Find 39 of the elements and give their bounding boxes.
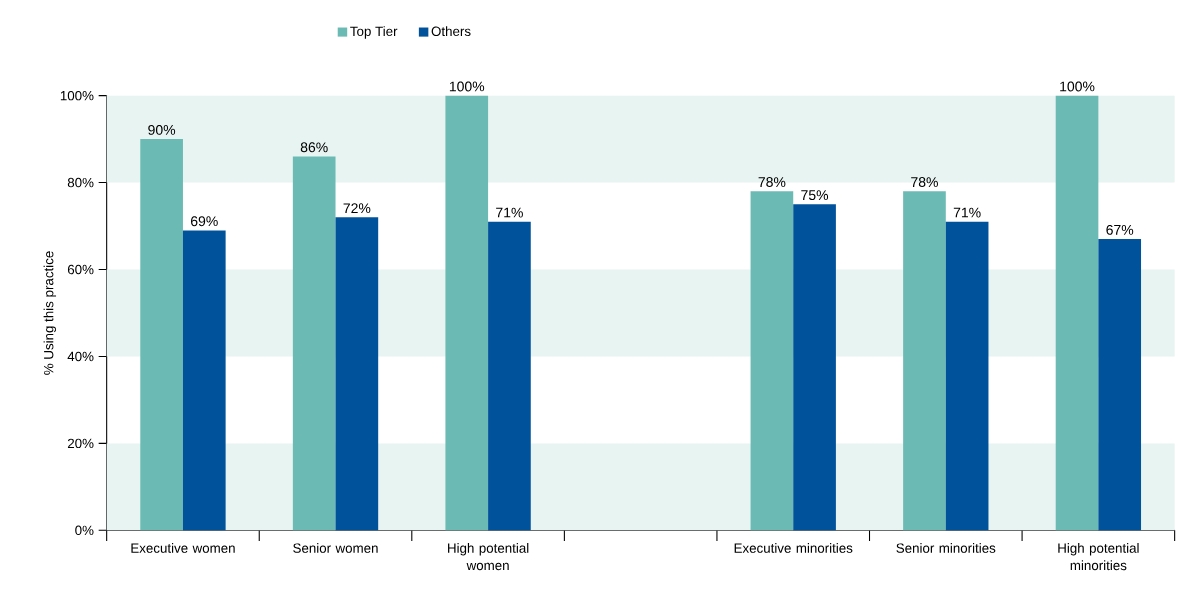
x-tick-label: High potential women — [448, 543, 529, 571]
bar — [903, 191, 946, 531]
x-tick-label: Executive women — [131, 543, 235, 553]
data-label: 72% — [343, 203, 371, 214]
data-label: 67% — [1106, 224, 1134, 235]
x-tick-label: High potential minorities — [1058, 543, 1139, 571]
bar — [1055, 95, 1099, 531]
x-tick-label: Executive minorities — [734, 543, 853, 553]
bar — [793, 204, 836, 531]
x-tick-label: Senior women — [293, 543, 378, 553]
data-label: 100% — [1060, 81, 1095, 92]
bar — [292, 156, 336, 531]
legend-label: Top Tier — [350, 26, 398, 39]
bar — [182, 230, 226, 531]
bar — [750, 191, 794, 531]
bar — [335, 217, 379, 531]
bar — [945, 221, 989, 531]
data-label: 90% — [148, 124, 176, 135]
y-tick-label: 0% — [75, 525, 94, 536]
data-label: 78% — [911, 177, 938, 188]
bar — [488, 221, 531, 531]
data-label: 86% — [300, 142, 328, 153]
data-label: 71% — [953, 207, 981, 218]
data-label: 75% — [801, 190, 829, 201]
legend-label: Others — [431, 26, 471, 37]
y-tick-label: 80% — [67, 177, 94, 188]
data-label: 71% — [496, 207, 523, 218]
data-label: 69% — [190, 216, 218, 227]
y-axis-title: % Using this practice — [43, 251, 57, 375]
bar — [1098, 239, 1142, 531]
bar — [445, 95, 489, 531]
data-label: 100% — [449, 81, 485, 92]
y-tick-label: 100% — [60, 90, 94, 101]
x-tick-label: Senior minorities — [896, 543, 996, 553]
y-tick-label: 40% — [67, 351, 94, 362]
bar — [140, 139, 183, 531]
y-tick-label: 20% — [67, 438, 94, 449]
y-tick-label: 60% — [67, 264, 94, 275]
data-label: 78% — [758, 177, 786, 188]
